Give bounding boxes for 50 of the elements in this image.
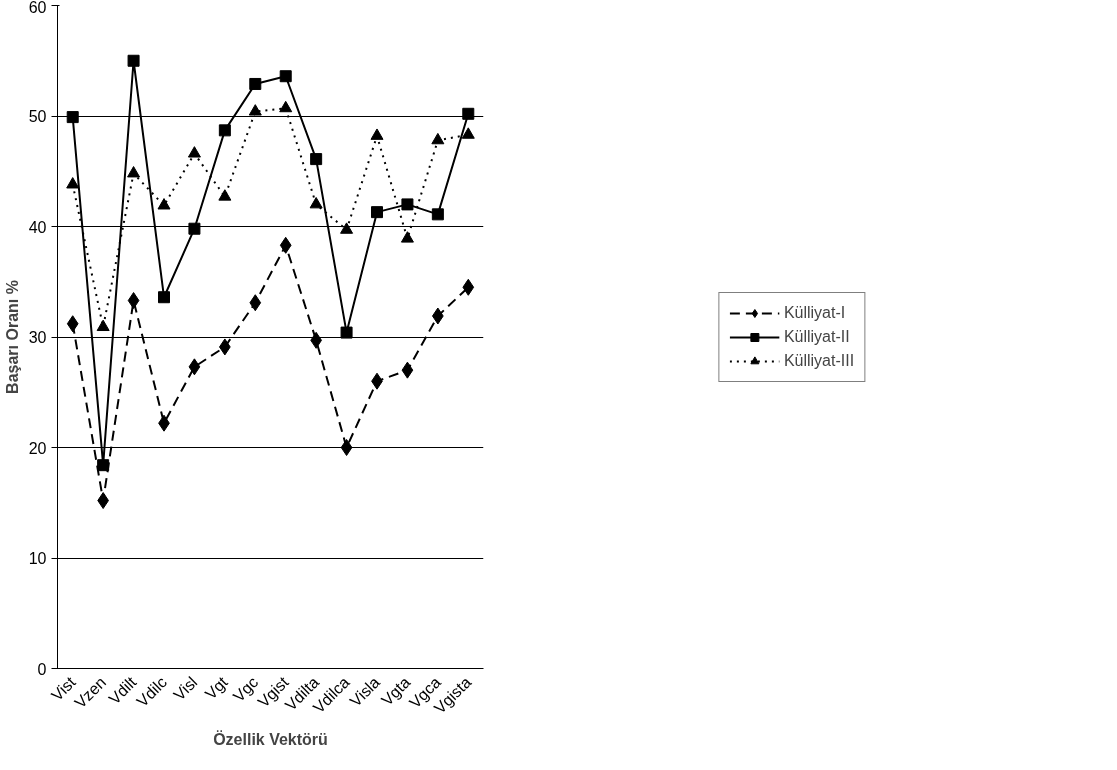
x-axis-title: Özellik Vektörü xyxy=(213,729,328,748)
point xyxy=(249,294,262,312)
point xyxy=(158,291,170,304)
legend-label: Külliyat-I xyxy=(783,303,846,322)
y-tick-label: 20 xyxy=(28,439,47,457)
point xyxy=(340,326,353,339)
point xyxy=(127,166,141,178)
point xyxy=(66,111,79,124)
point xyxy=(279,70,292,83)
y-tick-label: 0 xyxy=(37,660,47,678)
point xyxy=(340,222,354,234)
point xyxy=(279,100,293,113)
point xyxy=(310,153,323,166)
point xyxy=(187,146,201,158)
point xyxy=(248,104,262,116)
point xyxy=(66,177,80,189)
point xyxy=(370,128,384,140)
point xyxy=(96,319,110,332)
point xyxy=(157,198,171,210)
point xyxy=(401,361,414,379)
y-tick-label: 50 xyxy=(28,108,47,125)
point xyxy=(127,292,140,310)
point xyxy=(371,206,383,219)
y-tick-label: 60 xyxy=(28,0,47,16)
point xyxy=(279,236,292,254)
point xyxy=(127,54,140,67)
point xyxy=(401,198,414,211)
point xyxy=(97,459,110,472)
point xyxy=(431,208,444,221)
y-tick-label: 30 xyxy=(28,329,47,346)
x-tick-label: Vgt xyxy=(201,673,232,703)
legend-label: Külliyat-II xyxy=(783,327,850,346)
point xyxy=(462,278,475,296)
point xyxy=(309,196,323,209)
point xyxy=(249,77,262,90)
legend-label: Külliyat-III xyxy=(783,351,855,370)
y-tick-label: 40 xyxy=(28,218,47,236)
point xyxy=(218,124,231,137)
point xyxy=(461,127,475,139)
point xyxy=(462,107,475,120)
point xyxy=(188,358,201,376)
point xyxy=(340,439,353,456)
point xyxy=(400,231,414,243)
point xyxy=(188,222,201,235)
point xyxy=(218,189,232,201)
x-tick-label: Visl xyxy=(170,673,201,704)
y-tick-label: 10 xyxy=(28,550,47,567)
y-axis-title: Başarı Oranı % xyxy=(3,280,21,394)
point xyxy=(431,132,445,145)
point xyxy=(66,315,79,333)
